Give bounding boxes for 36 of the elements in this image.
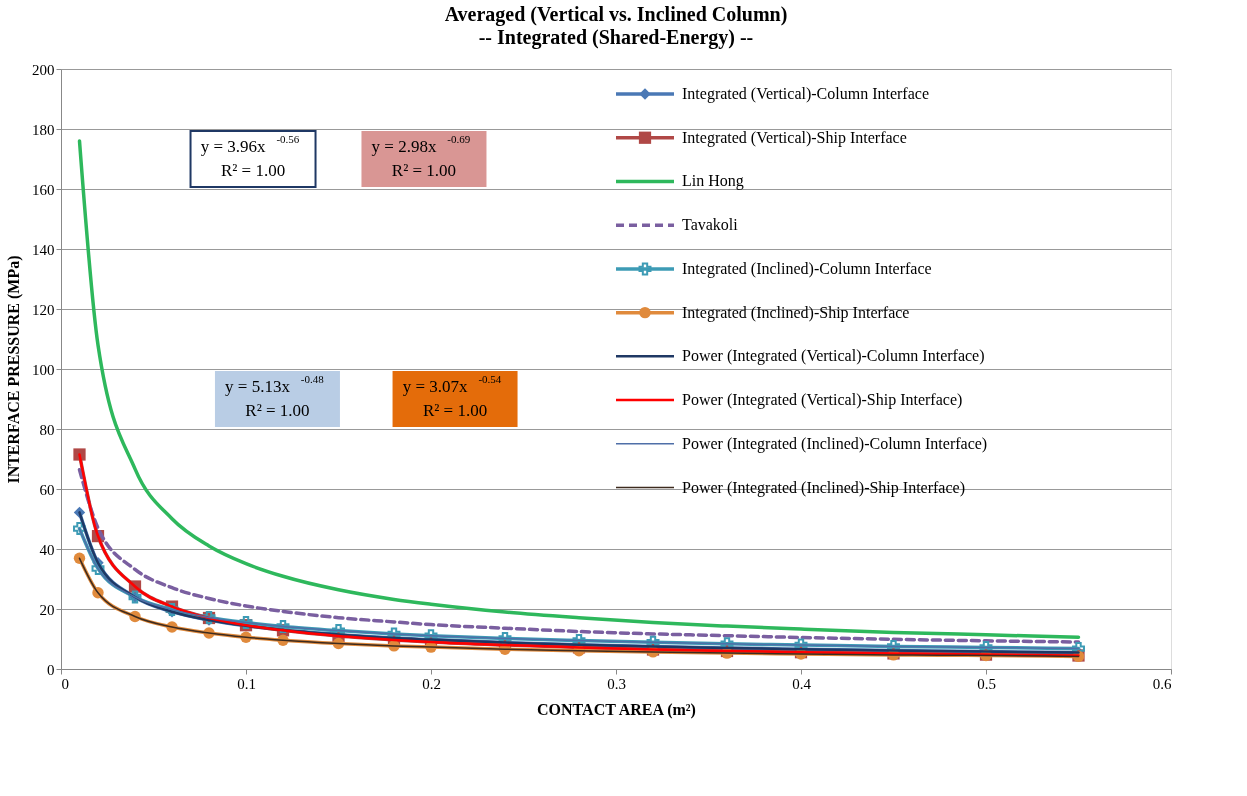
- y-tick-label: 100: [32, 361, 55, 378]
- y-tick-label: 20: [39, 601, 55, 618]
- y-tick-label: 200: [32, 61, 55, 78]
- text: y = 3.07x-0.54 R² = 1.00: [402, 373, 502, 420]
- y-axis-title: INTERFACE PRESSURE (MPa): [5, 255, 23, 484]
- x-tick-label: 0.2: [422, 675, 441, 692]
- legend-label: Integrated (Inclined)-Column Interface: [682, 259, 932, 278]
- legend-label: Power (Integrated (Vertical)-Ship Interface): [682, 391, 963, 410]
- y-tick-label: 80: [39, 421, 55, 438]
- legend-label: Integrated (Inclined)-Ship Interface: [682, 303, 910, 322]
- legend-label: Integrated (Vertical)-Column Interface: [682, 85, 929, 103]
- x-axis-title: CONTACT AREA (m²): [537, 700, 696, 719]
- legend-label: Integrated (Vertical)-Ship Interface: [682, 128, 907, 147]
- text: y = 3.96x-0.56 R² = 1.00: [200, 133, 300, 180]
- legend-label: Power (Integrated (Vertical)-Column Interface): [682, 347, 985, 366]
- x-tick-label: 0.4: [792, 675, 812, 692]
- legend-label: Lin Hong: [682, 172, 744, 191]
- y-tick-label: 180: [32, 121, 55, 138]
- x-tick-label: 0.3: [607, 675, 626, 692]
- y-tick-label: 60: [39, 481, 55, 498]
- x-tick-label: 0.5: [977, 675, 996, 692]
- y-tick-label: 40: [39, 541, 55, 558]
- y-tick-label: 0: [47, 661, 55, 678]
- legend-label: Tavakoli: [682, 216, 739, 234]
- text: y = 5.13x-0.48 R² = 1.00: [225, 373, 324, 420]
- y-tick-label: 120: [32, 301, 55, 318]
- x-tick-label: 0.6: [1152, 675, 1172, 692]
- x-tick-label: 0: [61, 675, 69, 692]
- legend-label: Power (Integrated (Inclined)-Ship Interface): [682, 478, 965, 497]
- y-tick-label: 140: [32, 241, 55, 258]
- chart-subtitle: -- Integrated (Shared-Energy) --: [478, 26, 754, 49]
- chart-title: Averaged (Vertical vs. Inclined Column): [444, 3, 788, 26]
- legend-label: Power (Integrated (Inclined)-Column Interface): [682, 434, 988, 453]
- y-tick-label: 160: [32, 181, 55, 198]
- text: y = 2.98x-0.69 R² = 1.00: [371, 133, 471, 180]
- x-tick-label: 0.1: [237, 675, 256, 692]
